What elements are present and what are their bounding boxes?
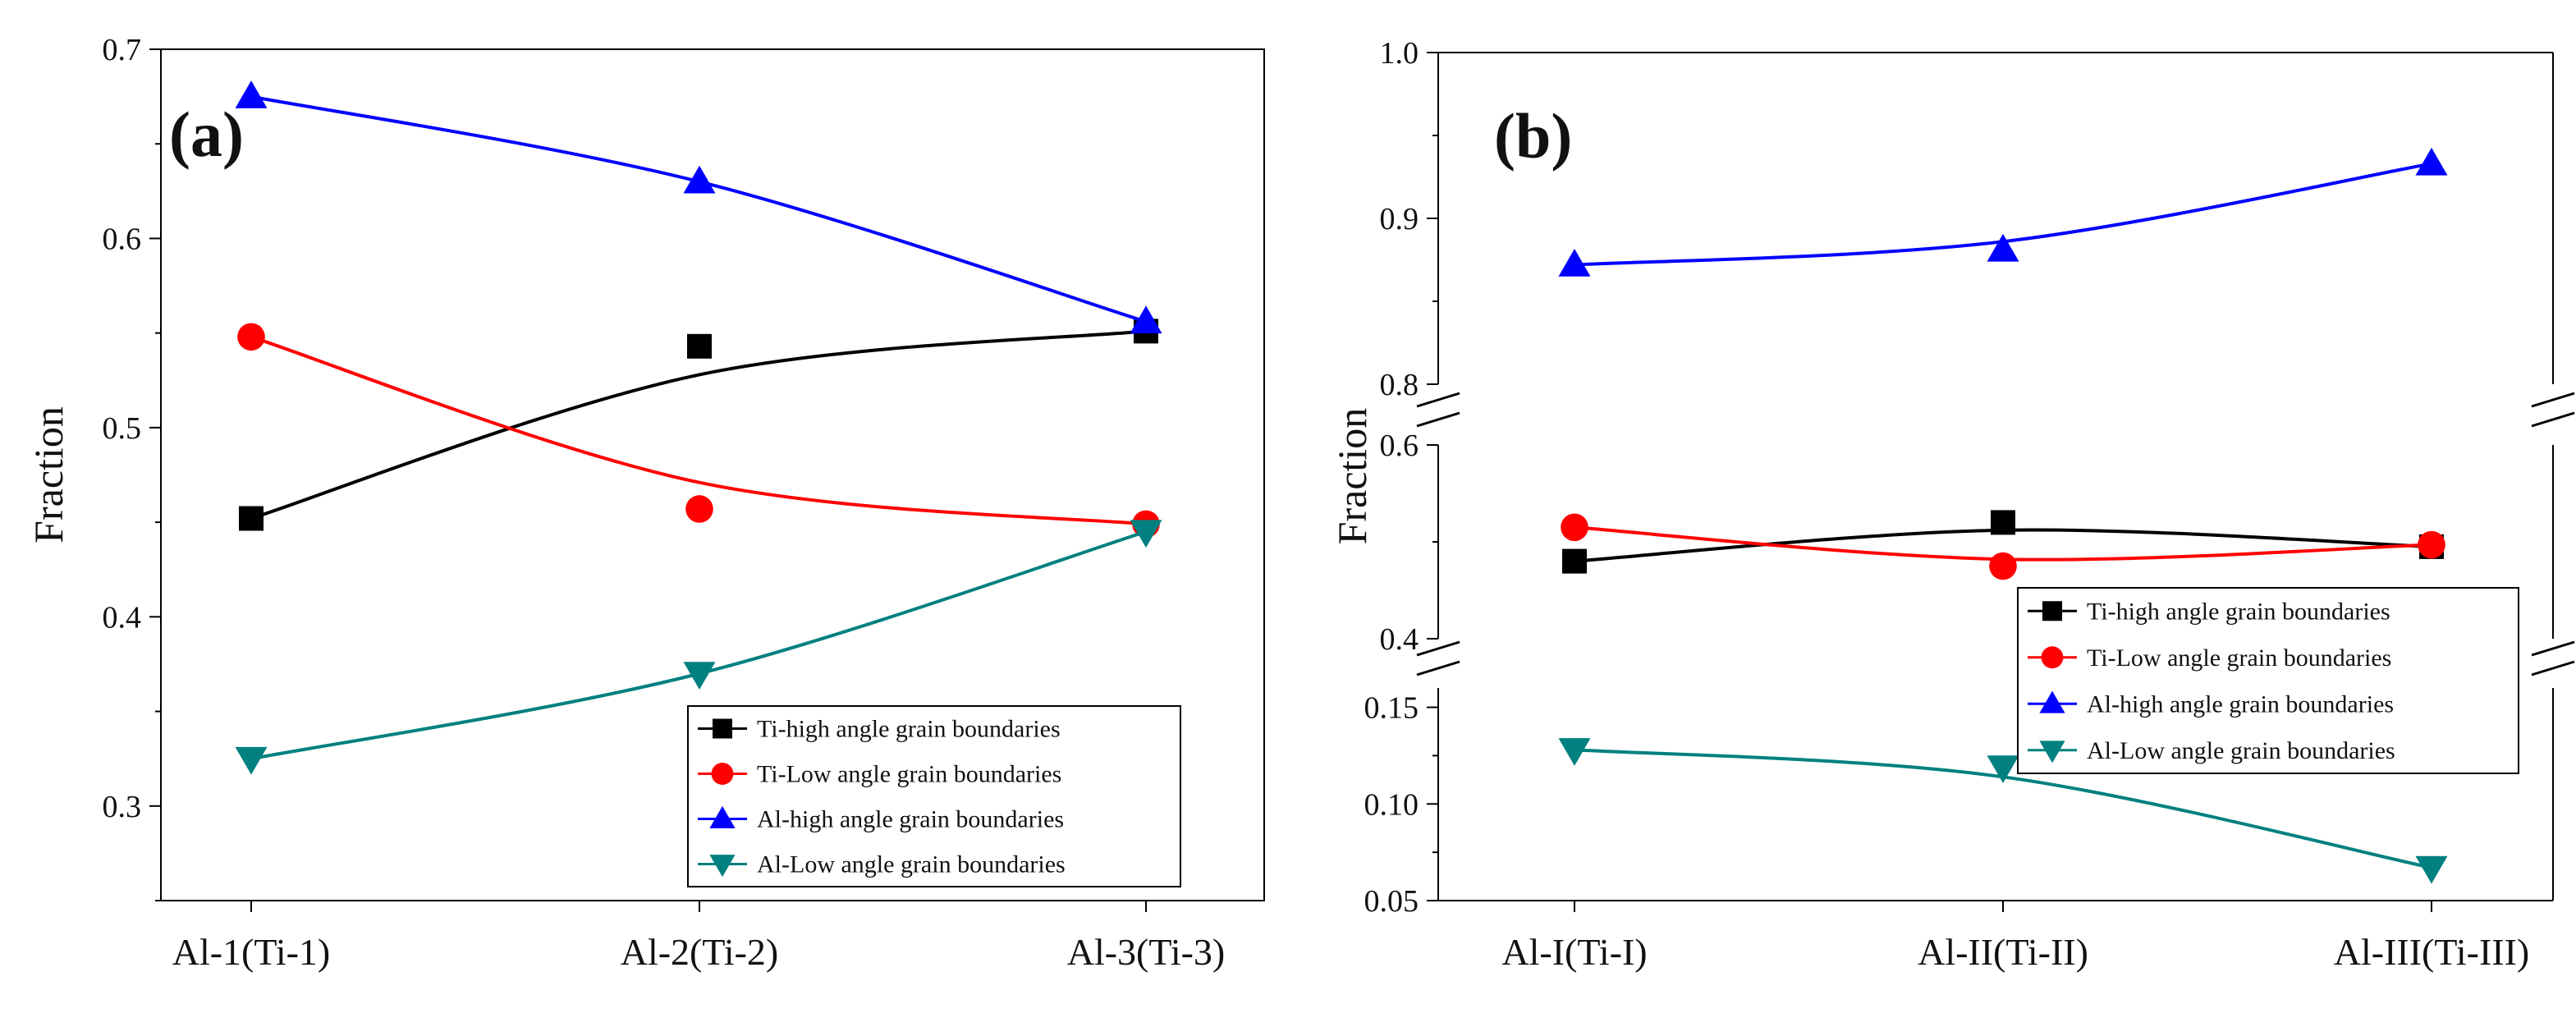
panel-label: (a)	[169, 99, 244, 170]
x-tick-label: Al-2(Ti-2)	[621, 931, 779, 973]
y-tick-label: 0.7	[103, 33, 142, 67]
x-tick-label: Al-III(Ti-III)	[2334, 931, 2529, 973]
axis-break-mark	[1416, 411, 1460, 428]
data-point	[1991, 510, 2015, 535]
data-point	[1558, 738, 1591, 766]
legend-label: Ti-high angle grain boundaries	[757, 716, 1061, 743]
legend-marker	[2041, 646, 2064, 669]
data-point	[2415, 147, 2448, 176]
legend-marker	[2039, 741, 2065, 764]
axis-break-mark	[2531, 640, 2575, 657]
y-tick-label: 1.0	[1380, 36, 1419, 71]
y-tick-label: 0.6	[1380, 429, 1419, 463]
legend-marker	[709, 805, 736, 828]
chart-panel-b: 0.8 0.9 1.0 0.4 0.6 0.05 0.10 0.15 Al-I(Ti-I) Al-…	[1329, 36, 2575, 973]
y-tick-label: 0.4	[103, 600, 142, 635]
x-tick-label: Al-I(Ti-I)	[1501, 931, 1647, 973]
legend-box	[2017, 587, 2519, 774]
data-point	[2415, 855, 2448, 884]
data-point	[1987, 233, 2019, 262]
legend-marker	[2042, 601, 2062, 621]
legend-label: Al-high angle grain boundaries	[2087, 690, 2394, 718]
axis-break-mark	[1416, 392, 1460, 408]
y-tick-label: 0.8	[1380, 368, 1419, 402]
panel-label: (b)	[1494, 100, 1572, 172]
chart-panel-a: 0.3 0.4 0.5 0.6 0.7 Al-1(Ti-1) Al-2(Ti-2) Al-3(…	[25, 33, 1265, 973]
data-point	[1989, 552, 2017, 580]
y-tick-label: 0.15	[1364, 691, 1419, 726]
data-point	[1561, 513, 1588, 542]
legend-label: Ti-high angle grain boundaries	[2087, 598, 2390, 625]
legend-label: Al-Low angle grain boundaries	[2087, 737, 2395, 764]
legend-label: Al-high angle grain boundaries	[757, 806, 1064, 833]
axis-break-mark	[1416, 660, 1460, 676]
data-point	[683, 662, 716, 690]
data-point	[235, 746, 268, 775]
legend-label: Al-Low angle grain boundaries	[757, 851, 1066, 878]
y-tick-label: 0.9	[1380, 202, 1419, 236]
axis-break-mark	[2531, 660, 2575, 676]
data-point	[685, 495, 713, 523]
y-axis-label: Fraction	[25, 406, 71, 543]
data-point	[1130, 305, 1162, 334]
y-tick-label: 0.4	[1380, 622, 1419, 657]
data-point	[1562, 548, 1587, 574]
series-line	[250, 335, 1147, 526]
y-axis-label: Fraction	[1329, 408, 1375, 545]
x-tick-label: Al-3(Ti-3)	[1067, 931, 1226, 973]
plot-frame	[160, 48, 1265, 901]
data-point	[683, 165, 716, 194]
data-point	[2418, 530, 2445, 559]
series-line	[250, 94, 1147, 323]
y-tick-label: 0.3	[103, 790, 142, 824]
series-line	[250, 329, 1147, 520]
legend-marker	[709, 855, 736, 878]
x-tick-label: Al-II(Ti-II)	[1918, 931, 2088, 973]
data-point	[237, 323, 265, 351]
axis-break-mark	[2531, 392, 2575, 408]
y-tick-label: 0.5	[103, 411, 142, 446]
legend-label: Ti-Low angle grain boundaries	[2087, 644, 2391, 672]
y-tick-label: 0.10	[1364, 787, 1419, 822]
y-tick-label: 0.05	[1364, 884, 1419, 919]
data-point	[1130, 520, 1162, 548]
legend-marker	[713, 718, 732, 739]
data-point	[687, 333, 712, 359]
x-tick-label: Al-1(Ti-1)	[172, 931, 331, 973]
data-point	[239, 506, 264, 531]
data-point	[1558, 249, 1591, 277]
legend-box	[687, 705, 1181, 887]
legend-marker	[711, 763, 734, 785]
legend-marker	[2039, 690, 2065, 713]
y-tick-label: 0.6	[103, 222, 142, 256]
data-point	[235, 80, 268, 108]
axis-break-mark	[2531, 411, 2575, 428]
axis-break-mark	[1416, 640, 1460, 657]
legend-label: Ti-Low angle grain boundaries	[757, 761, 1061, 788]
data-point	[1987, 755, 2019, 784]
